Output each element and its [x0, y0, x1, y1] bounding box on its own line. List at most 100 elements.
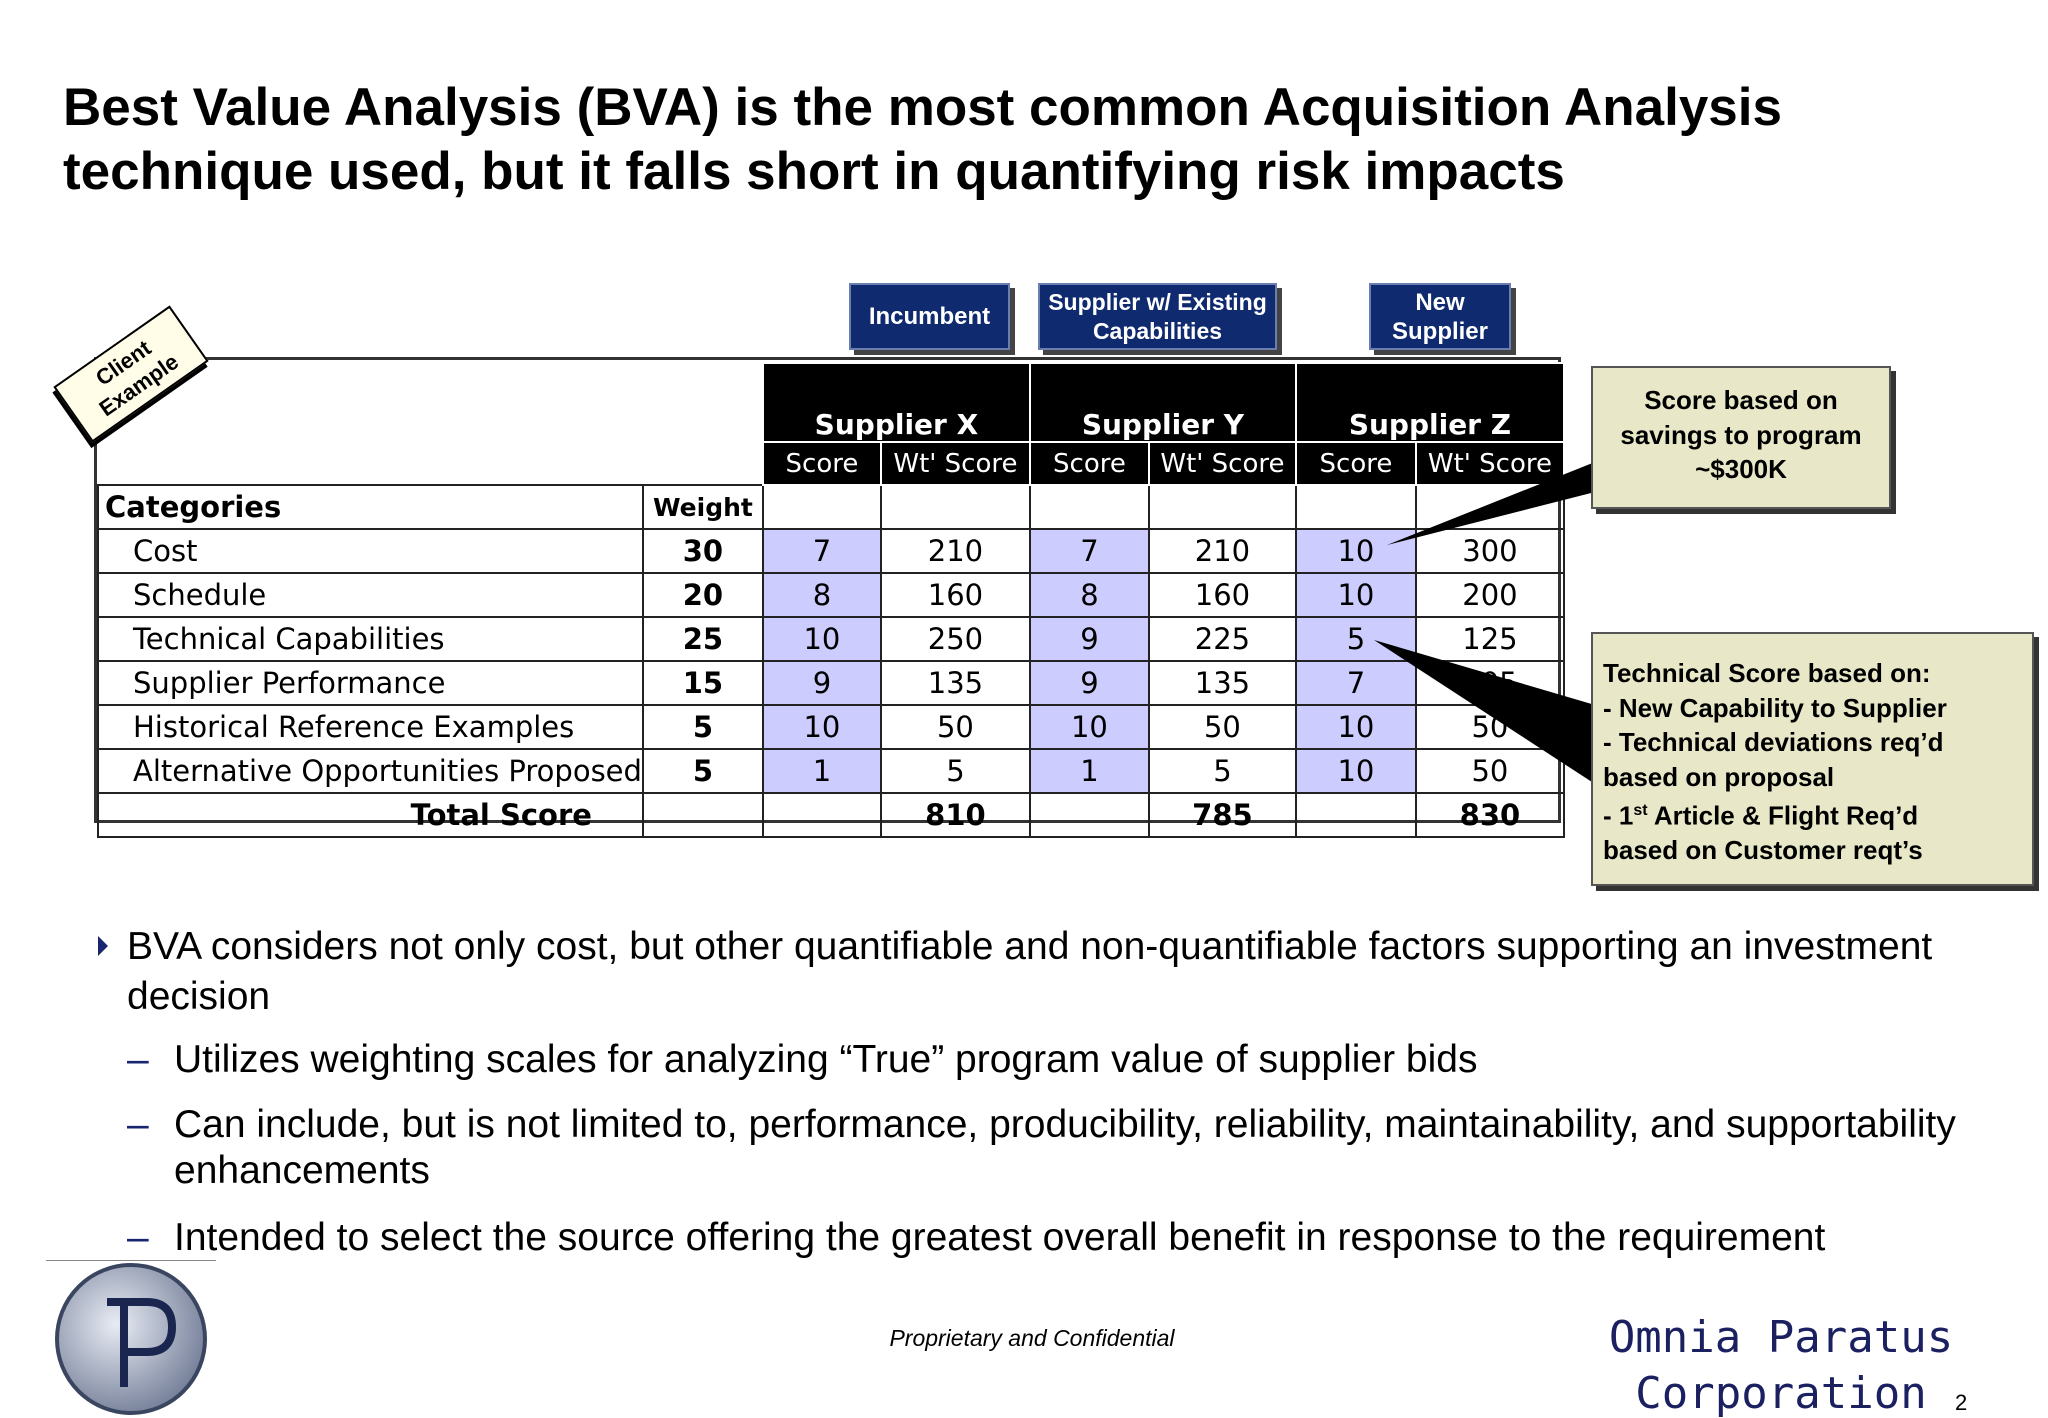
cell: 10 — [1028, 704, 1150, 750]
column-header: Categories — [97, 484, 644, 530]
category: Historical Reference Examples — [97, 704, 644, 750]
weight: 30 — [641, 528, 764, 574]
total: 810 — [879, 792, 1031, 838]
category: Schedule — [97, 572, 644, 618]
title-line: technique used, but it falls short in qu… — [63, 142, 1565, 201]
column-header-row: Categories Weight — [97, 484, 1565, 530]
subheader: Score — [1028, 441, 1150, 486]
empty-cell — [1028, 484, 1150, 530]
cell: 8 — [761, 572, 882, 618]
callout-line: savings to program — [1620, 419, 1862, 450]
weight: 5 — [641, 704, 764, 750]
empty-cell — [879, 484, 1031, 530]
page-number: 2 — [1955, 1390, 1968, 1415]
subheader: Score — [1294, 441, 1417, 486]
arrow — [98, 936, 108, 956]
confidential-note: Proprietary and Confidential — [889, 1325, 1175, 1351]
company-logo — [55, 1263, 207, 1415]
category: Technical Capabilities — [97, 616, 644, 662]
weight: 15 — [641, 660, 764, 706]
group-label: Incumbent — [849, 283, 1010, 350]
cell: 8 — [1028, 572, 1150, 618]
cell: 210 — [1147, 528, 1297, 574]
supplier-header: Supplier Y — [1028, 362, 1297, 443]
bullet-item: – Utilizes weighting scales for analyzing… — [127, 1037, 1994, 1083]
bva-table: Supplier X Supplier Y Supplier Z Score Wt' S… — [97, 362, 1565, 838]
empty-cell — [761, 484, 882, 530]
bullet-marker: – — [127, 1216, 149, 1259]
cell: 9 — [761, 660, 882, 706]
cell: 200 — [1414, 572, 1565, 618]
cell: 160 — [1147, 572, 1297, 618]
empty-cell — [1028, 792, 1150, 838]
group-label: Supplier w/ Existing Capabilities — [1038, 283, 1277, 350]
cell: 225 — [1147, 616, 1297, 662]
cell: 160 — [879, 572, 1031, 618]
callout-box: Technical Score based on: - New Capabili… — [1591, 632, 2034, 886]
company-name: Omnia Paratus Corporation — [1600, 1310, 1962, 1418]
text: Article & Flight Req’d — [1647, 800, 1919, 831]
total: 785 — [1147, 792, 1297, 838]
cell: 1 — [1028, 748, 1150, 794]
cell: 210 — [879, 528, 1031, 574]
cell: 9 — [1028, 660, 1150, 706]
bullet-text: BVA considers not only cost, but other q… — [127, 925, 1933, 1018]
callout-line: based on proposal — [1603, 761, 1835, 792]
company-line: Omnia Paratus — [1608, 1312, 1954, 1363]
title-line: Best Value Analysis (BVA) is the most co… — [63, 78, 1782, 137]
cell: 50 — [1147, 704, 1297, 750]
bullet-marker: – — [127, 1038, 149, 1081]
total-row: Total Score 810 785 830 — [97, 792, 1565, 838]
callout-line: - 1st Article & Flight Req’d — [1603, 794, 2032, 833]
cell: 135 — [879, 660, 1031, 706]
slide-title: Best Value Analysis (BVA) is the most co… — [63, 76, 1782, 204]
bullet-marker — [96, 922, 110, 983]
data-row: Schedule 20 8 160 8 160 10 200 — [97, 572, 1565, 618]
cell: 50 — [1414, 748, 1565, 794]
data-row: Historical Reference Examples 5 10 50 10 50 10… — [97, 704, 1565, 750]
category: Alternative Opportunities Proposed — [97, 748, 644, 794]
group-label: New Supplier — [1369, 283, 1511, 350]
category: Cost — [97, 528, 644, 574]
total-label: Total Score — [97, 792, 644, 838]
bullet-item: BVA considers not only cost, but other q… — [96, 922, 1977, 1022]
cell: 10 — [1294, 748, 1417, 794]
subheader: Wt' Score — [1414, 441, 1565, 486]
callout-line: ~$300K — [1695, 454, 1787, 484]
data-row: Supplier Performance15913591357105 — [97, 660, 1565, 706]
cell: 1 — [761, 748, 882, 794]
cell: 300 — [1414, 528, 1565, 574]
category: Supplier Performance — [97, 660, 644, 706]
callout-line: Technical Score based on: — [1603, 658, 1931, 688]
empty-cell — [1294, 484, 1417, 530]
callout-line: Score based on — [1644, 385, 1838, 415]
callout-box: Score based on savings to program ~$300K — [1591, 366, 1891, 509]
bullet-text: Utilizes weighting scales for analyzing … — [174, 1038, 1478, 1081]
cell: 10 — [761, 704, 882, 750]
empty-cell — [761, 792, 882, 838]
supplier-header: Supplier Z — [1294, 362, 1565, 443]
cell: 135 — [1147, 660, 1297, 706]
cell: 10 — [1294, 528, 1417, 574]
weight: 5 — [641, 748, 764, 794]
cell: 7 — [1028, 528, 1150, 574]
subheader-row: Score Wt' Score Score Wt' Score Score Wt' Sco… — [98, 441, 1565, 486]
cell: 9 — [1028, 616, 1150, 662]
cell: 7 — [761, 528, 882, 574]
cell: 10 — [1294, 572, 1417, 618]
superscript: st — [1633, 802, 1648, 819]
data-row: Cost 30 7 210 7 210 10 300 — [97, 528, 1565, 574]
subheader: Wt' Score — [879, 441, 1031, 486]
weight: 20 — [641, 572, 764, 618]
subheader: Wt' Score — [1147, 441, 1297, 486]
empty-cell — [1147, 484, 1297, 530]
header-row: Supplier X Supplier Y Supplier Z — [98, 362, 1565, 443]
cell: 5 — [879, 748, 1031, 794]
cell: 125 — [1414, 616, 1565, 662]
text: - 1 — [1603, 800, 1634, 831]
company-line: Corporation — [1635, 1368, 1927, 1418]
data-row: Alternative Opportunities Proposed 5 1 5 1 5 1… — [97, 748, 1565, 794]
cell: 7 — [1294, 660, 1417, 706]
pointer — [1374, 640, 1595, 784]
